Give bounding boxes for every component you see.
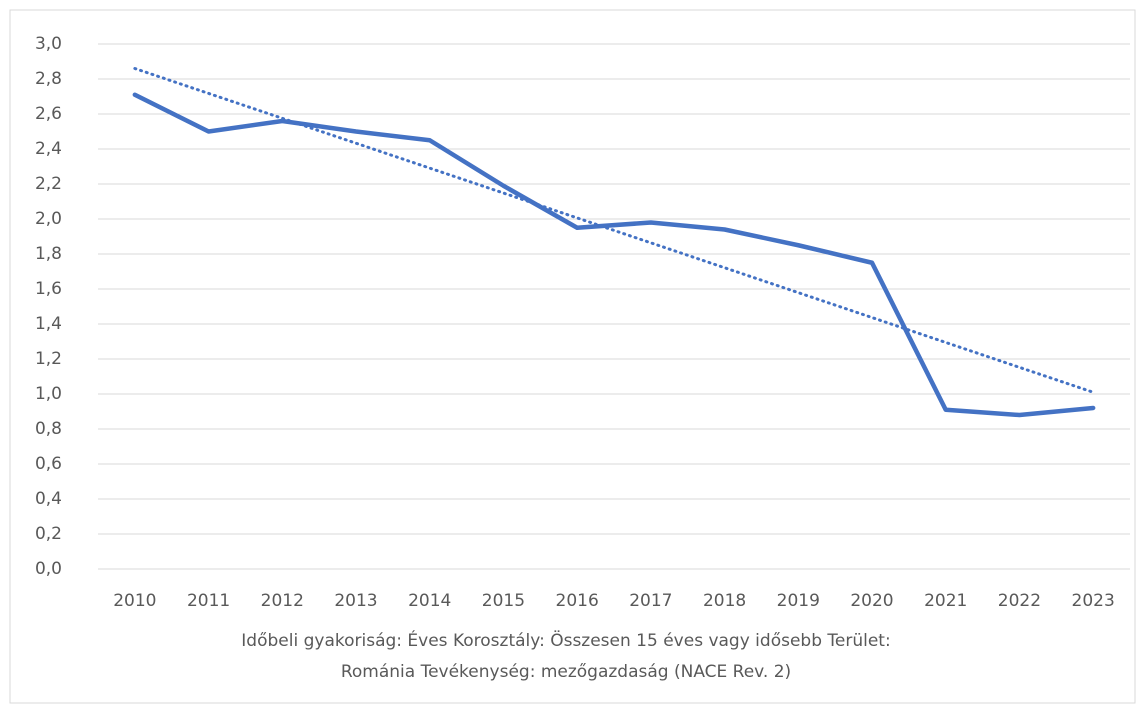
x-tick-label: 2023 xyxy=(1072,591,1115,611)
y-tick-label: 2,4 xyxy=(35,139,62,159)
y-tick-label: 2,8 xyxy=(35,69,62,89)
y-tick-label: 3,0 xyxy=(35,34,62,54)
x-tick-label: 2015 xyxy=(482,591,525,611)
y-tick-label: 1,6 xyxy=(35,279,62,299)
x-tick-label: 2018 xyxy=(703,591,746,611)
x-tick-label: 2014 xyxy=(408,591,451,611)
y-tick-label: 0,0 xyxy=(35,559,62,579)
series-line xyxy=(132,92,1096,418)
x-tick-label: 2011 xyxy=(187,591,230,611)
caption: Időbeli gyakoriság: Éves Korosztály: Öss… xyxy=(241,631,891,682)
y-tick-label: 1,0 xyxy=(35,384,62,404)
x-tick-label: 2012 xyxy=(261,591,304,611)
x-tick-label: 2020 xyxy=(850,591,893,611)
y-tick-label: 0,8 xyxy=(35,419,62,439)
y-tick-label: 0,2 xyxy=(35,524,62,544)
x-tick-label: 2022 xyxy=(998,591,1041,611)
y-tick-label: 0,6 xyxy=(35,454,62,474)
x-tick-label: 2019 xyxy=(777,591,820,611)
x-tick-label: 2021 xyxy=(924,591,967,611)
x-tick-label: 2016 xyxy=(556,591,599,611)
y-tick-label: 2,0 xyxy=(35,209,62,229)
y-tick-label: 2,6 xyxy=(35,104,62,124)
y-tick-label: 2,2 xyxy=(35,174,62,194)
y-tick-label: 1,2 xyxy=(35,349,62,369)
y-tick-label: 1,8 xyxy=(35,244,62,264)
x-tick-label: 2013 xyxy=(334,591,377,611)
y-tick-label: 0,4 xyxy=(35,489,62,509)
x-tick-label: 2017 xyxy=(629,591,672,611)
x-tick-label: 2010 xyxy=(113,591,156,611)
y-tick-label: 1,4 xyxy=(35,314,62,334)
